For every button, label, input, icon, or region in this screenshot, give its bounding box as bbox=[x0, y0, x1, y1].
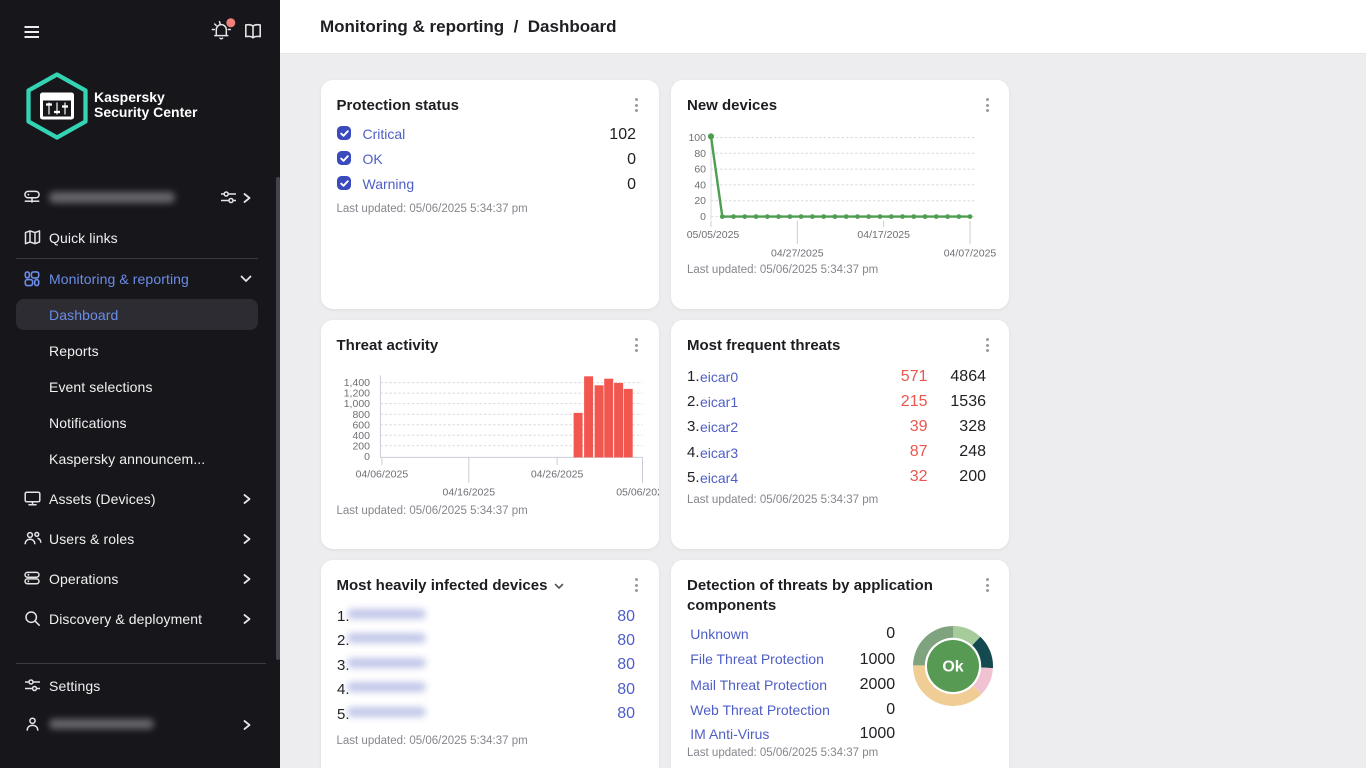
svg-text:20: 20 bbox=[694, 195, 706, 207]
svg-text:04/26/2025: 04/26/2025 bbox=[530, 468, 583, 480]
svg-text:05/05/2025: 05/05/2025 bbox=[687, 229, 740, 241]
svg-text:40: 40 bbox=[694, 179, 706, 191]
svg-text:0: 0 bbox=[364, 451, 370, 463]
svg-text:Ok: Ok bbox=[942, 658, 963, 675]
svg-text:80: 80 bbox=[694, 148, 706, 160]
svg-text:1,000: 1,000 bbox=[343, 398, 369, 410]
svg-text:1,200: 1,200 bbox=[343, 388, 369, 400]
svg-text:05/06/2025: 05/06/2025 bbox=[616, 486, 659, 498]
svg-text:800: 800 bbox=[352, 409, 370, 421]
svg-text:600: 600 bbox=[352, 419, 370, 431]
svg-text:0: 0 bbox=[700, 211, 706, 223]
svg-text:04/16/2025: 04/16/2025 bbox=[442, 486, 495, 498]
svg-text:04/06/2025: 04/06/2025 bbox=[355, 468, 408, 480]
svg-text:400: 400 bbox=[352, 430, 370, 442]
svg-text:1,400: 1,400 bbox=[343, 377, 369, 389]
svg-text:04/17/2025: 04/17/2025 bbox=[857, 229, 910, 241]
svg-text:04/07/2025: 04/07/2025 bbox=[944, 248, 997, 260]
svg-text:60: 60 bbox=[694, 164, 706, 176]
svg-text:200: 200 bbox=[352, 440, 370, 452]
svg-text:100: 100 bbox=[688, 132, 706, 144]
svg-text:04/27/2025: 04/27/2025 bbox=[771, 248, 824, 260]
